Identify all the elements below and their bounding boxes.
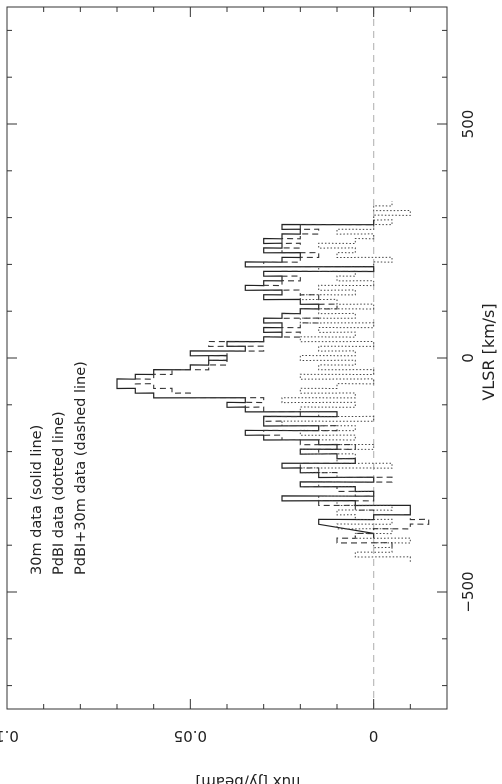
y-tick-label: 0.05 [174,727,207,745]
spectrum-solid-line [116,219,411,539]
legend-entry-dashed: PdBI+30m data (dashed line) [73,361,89,575]
legend-entry-dotted: PdBI data (dotted line) [51,411,67,575]
x-tick-label: 0 [459,353,477,363]
legend-entry-solid: 30m data (solid line) [29,425,45,575]
spectrum-dotted-line [281,201,411,562]
x-tick-label: −500 [459,571,477,612]
y-tick-label: 0.1 [0,727,19,745]
legend: 30m data (solid line) PdBI data (dotted … [29,361,89,575]
spectrum-dashed-line [134,219,430,548]
y-tick-label: 0 [369,727,379,745]
y-axis-label: flux [Jy/beam] [195,773,300,784]
x-tick-label: 500 [459,110,477,139]
x-axis-label: VLSR [km/s] [479,303,498,400]
